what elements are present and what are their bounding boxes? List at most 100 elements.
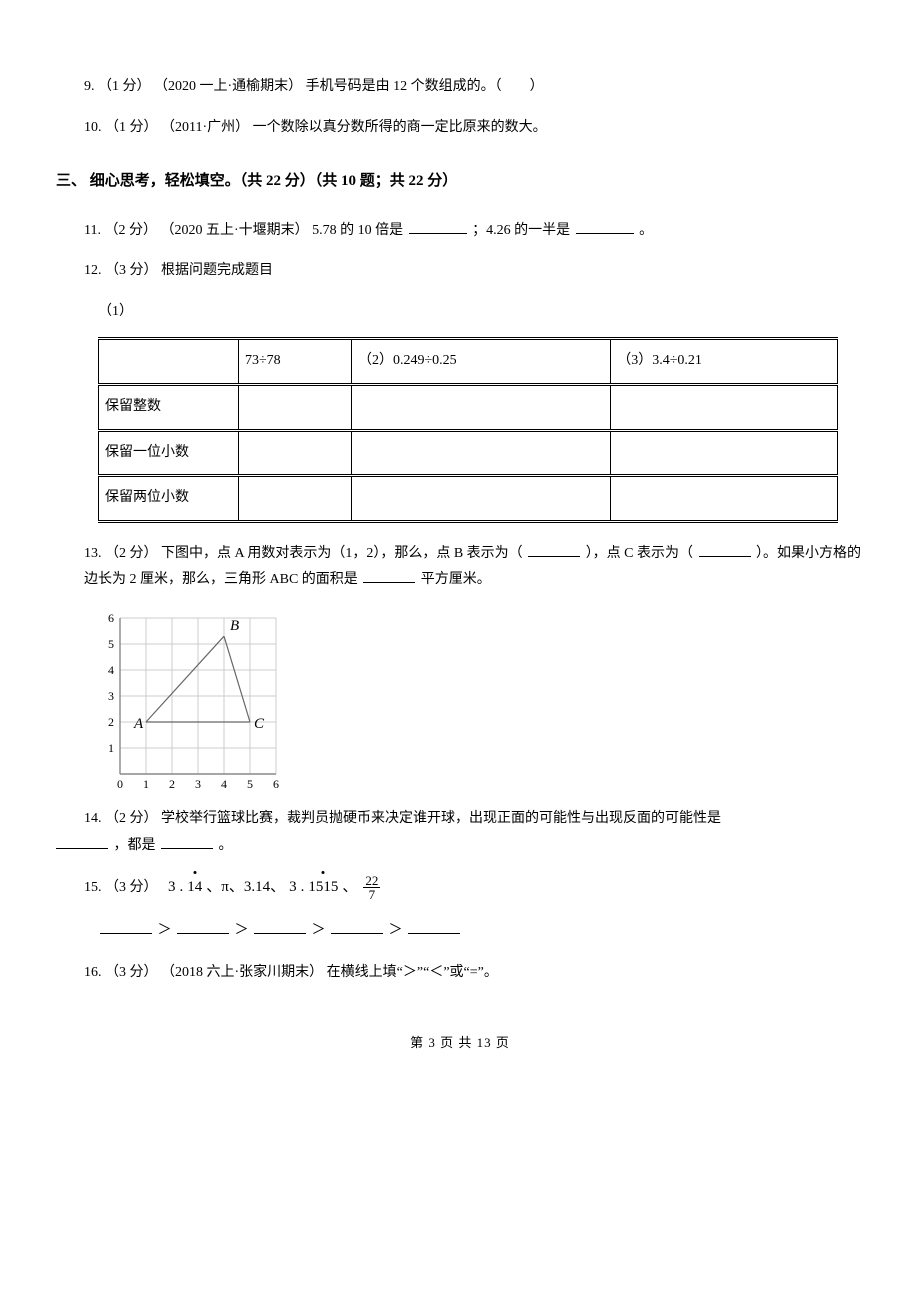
q-text: ，都是	[114, 838, 156, 853]
page-footer: 第 3 页 共 13 页	[56, 1031, 864, 1056]
q-number: 16.	[84, 965, 102, 980]
table-cell[interactable]	[611, 476, 838, 522]
blank-input[interactable]	[161, 835, 213, 849]
gt-symbol: ＞	[312, 923, 326, 938]
svg-text:4: 4	[108, 663, 114, 677]
table-cell[interactable]	[352, 430, 611, 476]
q-points: （3 分）	[105, 965, 158, 980]
svg-text:3: 3	[108, 689, 114, 703]
q-text: 。	[639, 223, 653, 238]
svg-text:2: 2	[169, 777, 175, 791]
blank-input[interactable]	[528, 543, 580, 557]
svg-text:6: 6	[273, 777, 279, 791]
q-text: 5.78 的 10 倍是	[312, 223, 403, 238]
table-cell: （2）0.249÷0.25	[352, 339, 611, 385]
blank-input[interactable]	[331, 920, 383, 934]
table-row: 保留两位小数	[99, 476, 838, 522]
q-number: 11.	[84, 223, 101, 238]
svg-text:4: 4	[221, 777, 227, 791]
expr-part: 3	[168, 873, 176, 902]
question-10: 10. （1 分） （2011·广州） 一个数除以真分数所得的商一定比原来的数大…	[84, 115, 864, 142]
q-text: 下图中，点 A 用数对表示为（1，2），那么，点 B 表示为（	[161, 546, 523, 561]
q12-table: 73÷78 （2）0.249÷0.25 （3）3.4÷0.21 保留整数 保留一…	[98, 337, 838, 522]
blank-input[interactable]	[576, 220, 634, 234]
table-cell[interactable]	[611, 385, 838, 431]
q15-expression: 3.14 、π、3.14、 3.1515 、 22 7	[168, 873, 382, 902]
q-number: 14.	[84, 811, 102, 826]
q-text: ；4.26 的一半是	[472, 223, 570, 238]
q-points: （2 分）	[105, 546, 158, 561]
svg-text:3: 3	[195, 777, 201, 791]
expr-part: 3	[289, 873, 297, 902]
svg-text:2: 2	[108, 715, 114, 729]
question-11: 11. （2 分） （2020 五上·十堰期末） 5.78 的 10 倍是 ；4…	[84, 218, 864, 245]
q-points: （3 分）	[105, 880, 158, 895]
table-cell: 保留整数	[99, 385, 239, 431]
fraction-num: 22	[363, 874, 380, 888]
q-text: ），点 C 表示为（	[586, 546, 693, 561]
blank-input[interactable]	[363, 569, 415, 583]
table-cell: （3）3.4÷0.21	[611, 339, 838, 385]
table-cell[interactable]	[352, 476, 611, 522]
table-cell[interactable]	[239, 476, 352, 522]
table-cell[interactable]	[239, 430, 352, 476]
table-cell[interactable]	[352, 385, 611, 431]
q-points: （1 分）	[105, 120, 158, 135]
svg-text:6: 6	[108, 611, 114, 625]
table-cell[interactable]	[611, 430, 838, 476]
question-16: 16. （3 分） （2018 六上·张家川期末） 在横线上填“＞”“＜”或“=…	[84, 960, 864, 987]
expr-sep: 、π、3.14、	[206, 873, 285, 902]
q13-chart: ABC0123456123456	[98, 610, 864, 784]
q-text: 。	[219, 838, 233, 853]
gt-symbol: ＞	[235, 923, 249, 938]
question-9: 9. （1 分） （2020 一上·通榆期末） 手机号码是由 12 个数组成的。…	[84, 74, 864, 101]
table-row: 保留一位小数	[99, 430, 838, 476]
svg-text:C: C	[254, 716, 265, 732]
svg-text:0: 0	[117, 777, 123, 791]
blank-input[interactable]	[100, 920, 152, 934]
q-source: （2018 六上·张家川期末）	[161, 965, 323, 980]
question-12: 12. （3 分） 根据问题完成题目	[84, 258, 864, 285]
svg-text:A: A	[133, 716, 144, 732]
q-points: （1 分）	[98, 79, 151, 94]
blank-input[interactable]	[254, 920, 306, 934]
question-13: 13. （2 分） 下图中，点 A 用数对表示为（1，2），那么，点 B 表示为…	[84, 541, 864, 594]
q-number: 10.	[84, 120, 102, 135]
blank-input[interactable]	[177, 920, 229, 934]
blank-input[interactable]	[56, 835, 108, 849]
q-text: 在横线上填“＞”“＜”或“=”。	[327, 965, 498, 980]
blank-input[interactable]	[699, 543, 751, 557]
table-cell	[99, 339, 239, 385]
table-cell: 保留两位小数	[99, 476, 239, 522]
q-text: 根据问题完成题目	[161, 263, 273, 278]
svg-text:B: B	[230, 618, 239, 634]
q-points: （2 分）	[104, 223, 157, 238]
q-number: 13.	[84, 546, 102, 561]
table-cell: 保留一位小数	[99, 430, 239, 476]
q-text: 手机号码是由 12 个数组成的。（ ）	[306, 79, 544, 94]
q-number: 9.	[84, 79, 95, 94]
q-points: （3 分）	[105, 263, 158, 278]
table-row: 73÷78 （2）0.249÷0.25 （3）3.4÷0.21	[99, 339, 838, 385]
q-points: （2 分）	[105, 811, 158, 826]
fraction-den: 7	[367, 888, 378, 901]
svg-text:1: 1	[143, 777, 149, 791]
q-source: （2020 一上·通榆期末）	[154, 79, 302, 94]
q-text: 一个数除以真分数所得的商一定比原来的数大。	[253, 120, 547, 135]
q-text: 学校举行篮球比赛，裁判员抛硬币来决定谁开球，出现正面的可能性与出现反面的可能性是	[161, 811, 721, 826]
question-15: 15. （3 分） 3.14 、π、3.14、 3.1515 、 22 7	[84, 873, 864, 902]
q-number: 12.	[84, 263, 102, 278]
expr-recurring: 14	[187, 873, 202, 902]
expr-recurring: 1515	[308, 873, 338, 902]
question-14: 14. （2 分） 学校举行篮球比赛，裁判员抛硬币来决定谁开球，出现正面的可能性…	[84, 806, 864, 859]
q-source: （2011·广州）	[161, 120, 249, 135]
blank-input[interactable]	[409, 220, 467, 234]
expr-sep: 、	[342, 873, 357, 902]
blank-input[interactable]	[408, 920, 460, 934]
svg-text:5: 5	[108, 637, 114, 651]
section-3-title: 三、 细心思考，轻松填空。（共 22 分）（共 10 题；共 22 分）	[56, 167, 864, 196]
svg-text:5: 5	[247, 777, 253, 791]
table-cell[interactable]	[239, 385, 352, 431]
q-number: 15.	[84, 880, 102, 895]
table-row: 保留整数	[99, 385, 838, 431]
